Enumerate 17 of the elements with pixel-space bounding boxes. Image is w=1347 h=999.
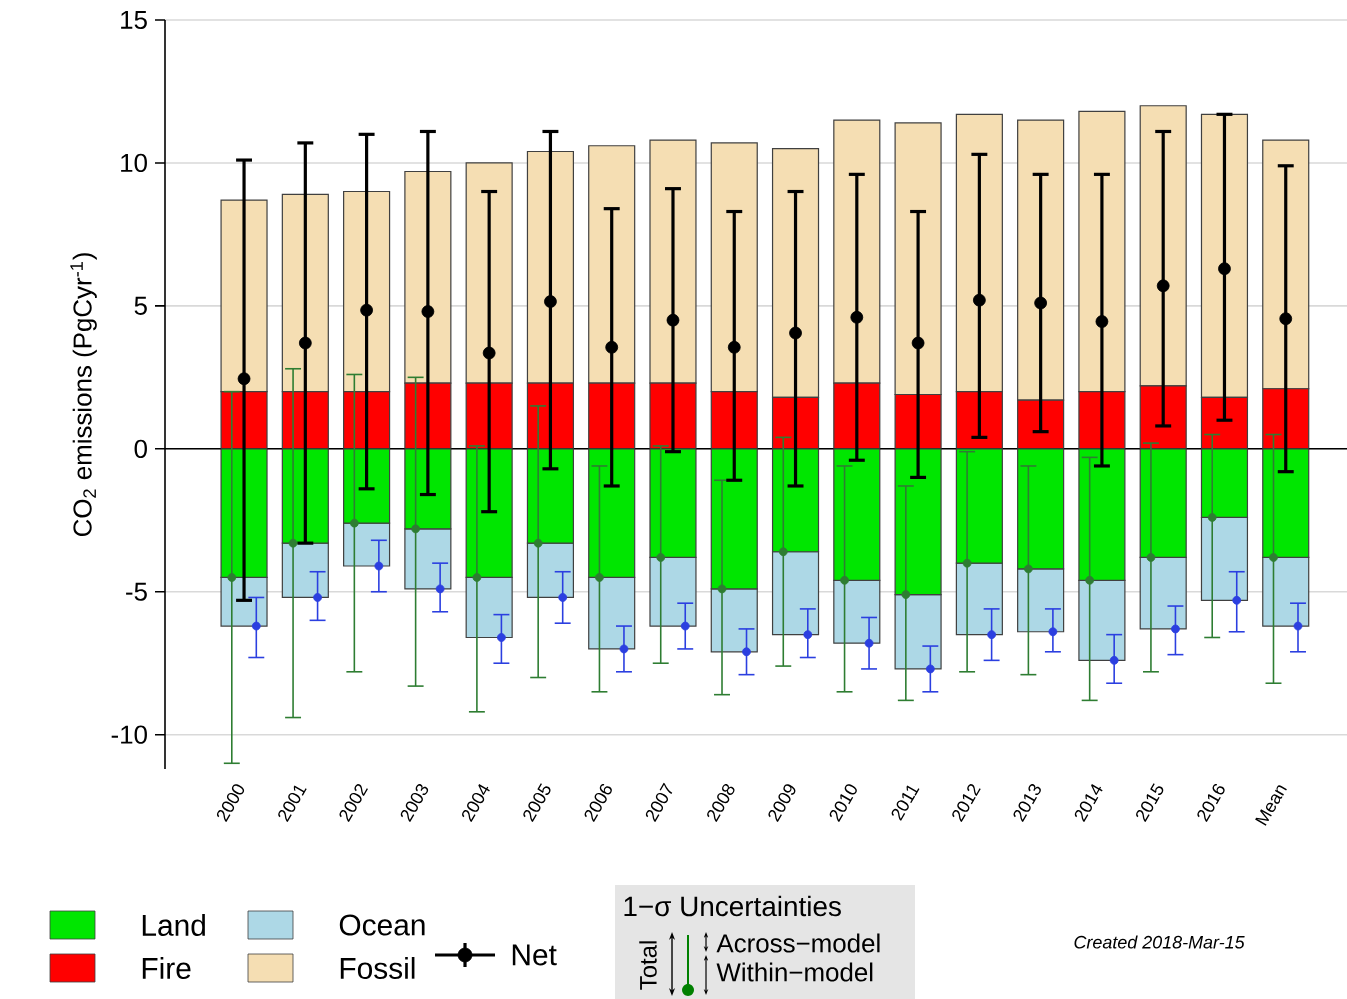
legend-label: Fire (142, 957, 191, 979)
legend-label: Fossil (340, 957, 415, 979)
legend-label: Net (512, 944, 557, 966)
y-tick-label: 0 (134, 439, 147, 458)
legend-label: Land (142, 914, 205, 936)
text: Across−model (716, 933, 880, 953)
y-tick-label: -10 (111, 725, 147, 744)
y-tick-label: 15 (121, 10, 147, 30)
y-tick-label: -5 (126, 582, 147, 601)
y-tick-label: 10 (121, 153, 147, 173)
y-tick-label: 5 (134, 296, 147, 315)
text: Within−model (716, 962, 873, 982)
y-axis-title: CO$_{2}$ emissions (PgCyr$^{-1}$) (70, 253, 97, 537)
text: Total (639, 941, 657, 990)
text: 1−σ Uncertainties (624, 895, 841, 917)
text: Created 2018-Mar-15 (1074, 935, 1245, 949)
legend-label: Ocean (339, 914, 425, 936)
